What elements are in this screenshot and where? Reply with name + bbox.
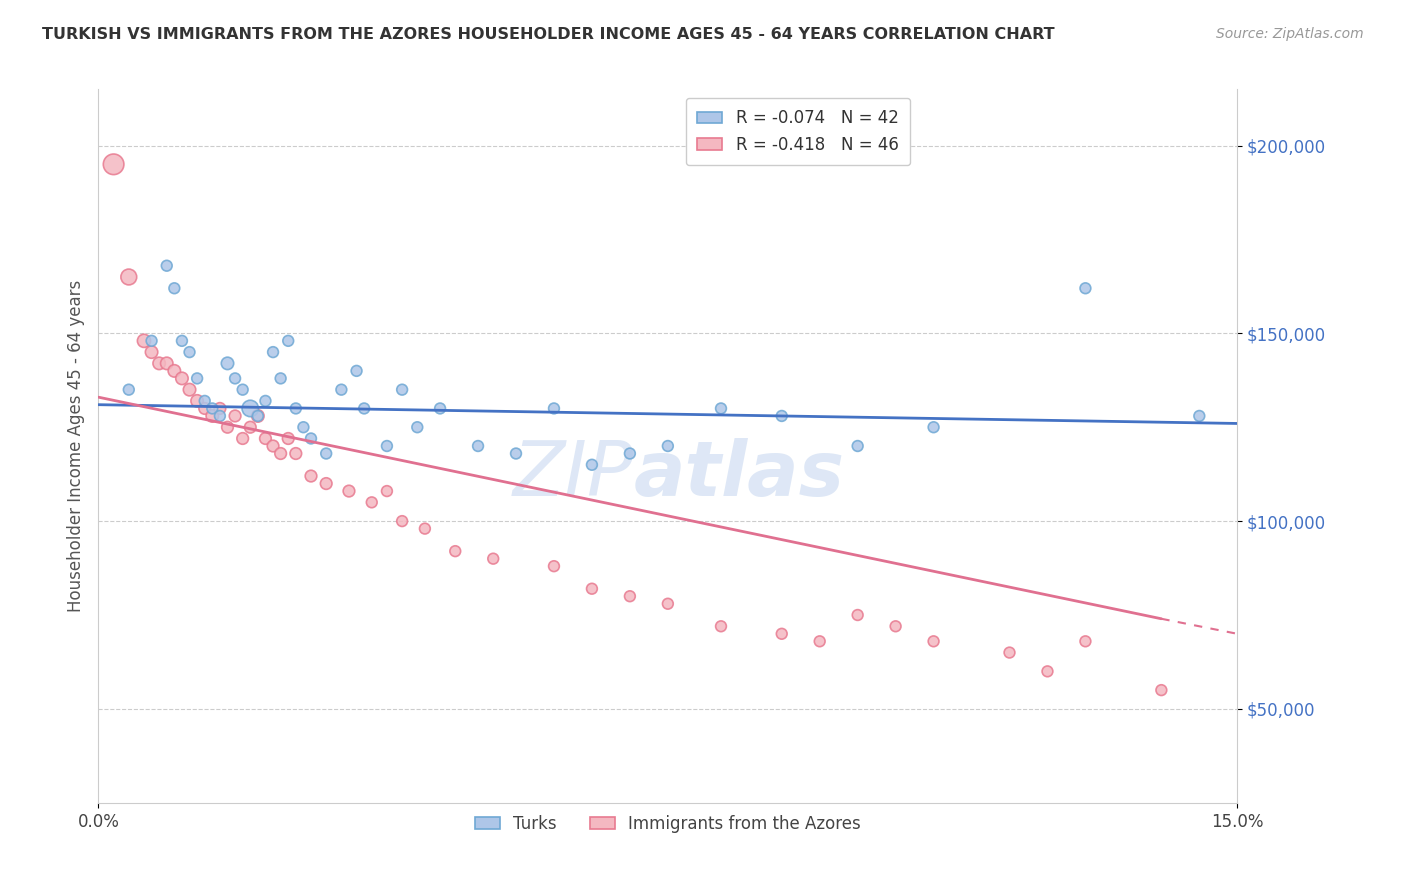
Point (262, 439, 284, 453)
Point (292, 420, 315, 434)
Point (710, 401, 733, 416)
Point (581, 458, 603, 472)
Point (330, 383, 353, 397)
Point (224, 371, 246, 385)
Point (217, 420, 239, 434)
Point (619, 589, 641, 603)
Point (353, 401, 375, 416)
Point (770, 409, 793, 423)
Point (360, 495, 382, 509)
Point (770, 627, 793, 641)
Point (170, 371, 193, 385)
Point (232, 432, 254, 446)
Point (467, 439, 489, 453)
Point (239, 401, 262, 416)
Text: ZIP: ZIP (513, 438, 634, 511)
Point (179, 383, 201, 397)
Point (246, 409, 269, 423)
Point (346, 364, 368, 378)
Point (201, 401, 224, 416)
Y-axis label: Householder Income Ages 45 - 64 years: Householder Income Ages 45 - 64 years (66, 280, 84, 612)
Point (170, 334, 193, 348)
Point (156, 356, 179, 370)
Text: Source: ZipAtlas.com: Source: ZipAtlas.com (1216, 27, 1364, 41)
Point (284, 401, 307, 416)
Point (315, 446, 337, 460)
Point (254, 393, 277, 408)
Point (270, 371, 292, 385)
Point (406, 420, 429, 434)
Point (163, 364, 186, 378)
Point (148, 356, 170, 370)
Point (1150, 683, 1173, 698)
Point (846, 607, 869, 622)
Point (163, 281, 186, 295)
Point (299, 469, 322, 483)
Point (254, 432, 277, 446)
Point (922, 420, 945, 434)
Point (299, 432, 322, 446)
Point (224, 409, 246, 423)
Point (413, 522, 436, 536)
Point (118, 383, 141, 397)
Point (375, 439, 398, 453)
Point (186, 393, 208, 408)
Point (1074, 281, 1097, 295)
Point (270, 446, 292, 460)
Point (444, 544, 467, 558)
Point (217, 356, 239, 370)
Point (201, 409, 224, 423)
Point (710, 619, 733, 633)
Point (194, 393, 217, 408)
Text: atlas: atlas (634, 438, 845, 511)
Point (337, 484, 360, 499)
Point (141, 345, 163, 359)
Point (429, 401, 451, 416)
Point (375, 484, 398, 499)
Point (482, 551, 505, 566)
Point (1188, 409, 1211, 423)
Point (156, 259, 179, 273)
Point (391, 514, 413, 528)
Point (239, 420, 262, 434)
Point (277, 432, 299, 446)
Point (208, 409, 231, 423)
Point (543, 559, 565, 574)
Point (1036, 665, 1059, 679)
Point (118, 270, 141, 285)
Point (284, 446, 307, 460)
Text: TURKISH VS IMMIGRANTS FROM THE AZORES HOUSEHOLDER INCOME AGES 45 - 64 YEARS CORR: TURKISH VS IMMIGRANTS FROM THE AZORES HO… (42, 27, 1054, 42)
Point (232, 383, 254, 397)
Point (808, 634, 831, 648)
Point (246, 409, 269, 423)
Point (132, 334, 155, 348)
Point (315, 476, 337, 491)
Point (262, 345, 284, 359)
Point (922, 634, 945, 648)
Point (543, 401, 565, 416)
Point (1074, 634, 1097, 648)
Point (277, 334, 299, 348)
Point (884, 619, 907, 633)
Point (103, 157, 125, 171)
Point (846, 439, 869, 453)
Point (391, 383, 413, 397)
Point (657, 439, 679, 453)
Point (505, 446, 527, 460)
Legend: Turks, Immigrants from the Azores: Turks, Immigrants from the Azores (463, 803, 873, 845)
Point (581, 582, 603, 596)
Point (657, 597, 679, 611)
Point (194, 401, 217, 416)
Point (141, 334, 163, 348)
Point (619, 446, 641, 460)
Point (186, 371, 208, 385)
Point (998, 646, 1021, 660)
Point (179, 345, 201, 359)
Point (208, 401, 231, 416)
